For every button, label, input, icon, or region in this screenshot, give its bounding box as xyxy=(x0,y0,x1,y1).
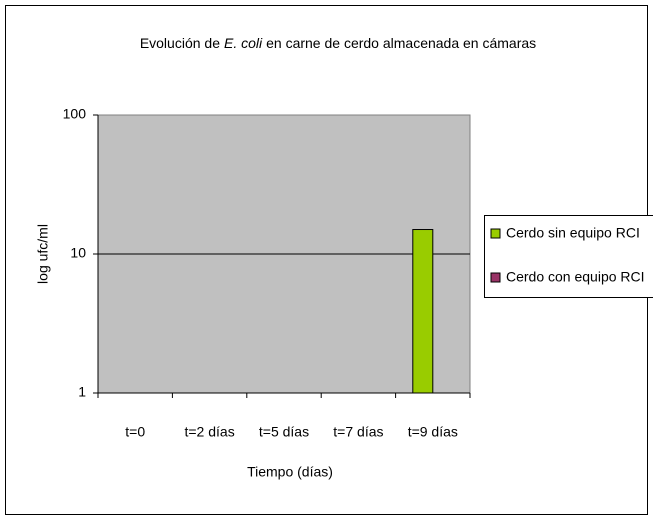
y-axis-label: log ufc/ml xyxy=(35,224,51,284)
x-tick-label: t=9 días xyxy=(408,424,458,440)
y-tick-label: 10 xyxy=(70,245,86,261)
bar xyxy=(412,229,434,394)
legend-swatch xyxy=(490,272,501,283)
legend-label: Cerdo sin equipo RCI xyxy=(506,225,640,241)
legend-swatch xyxy=(490,228,501,239)
x-tick-label: t=7 días xyxy=(333,424,383,440)
x-axis-label: Tiempo (días) xyxy=(247,464,333,480)
chart-title: Evolución de E. coli en carne de cerdo alm… xyxy=(140,35,536,51)
legend xyxy=(484,215,653,298)
x-tick-label: t=0 xyxy=(125,424,145,440)
title-part: Evolución de xyxy=(140,35,220,51)
x-tick-label: t=5 días xyxy=(259,424,309,440)
y-tick-label: 1 xyxy=(78,384,86,400)
title-part: en carne de cerdo almacenada en cámaras xyxy=(266,35,536,51)
x-tick-label: t=2 días xyxy=(184,424,234,440)
y-tick-label: 100 xyxy=(63,106,87,122)
title-part: E. coli xyxy=(224,35,263,51)
legend-label: Cerdo con equipo RCI xyxy=(506,269,645,285)
